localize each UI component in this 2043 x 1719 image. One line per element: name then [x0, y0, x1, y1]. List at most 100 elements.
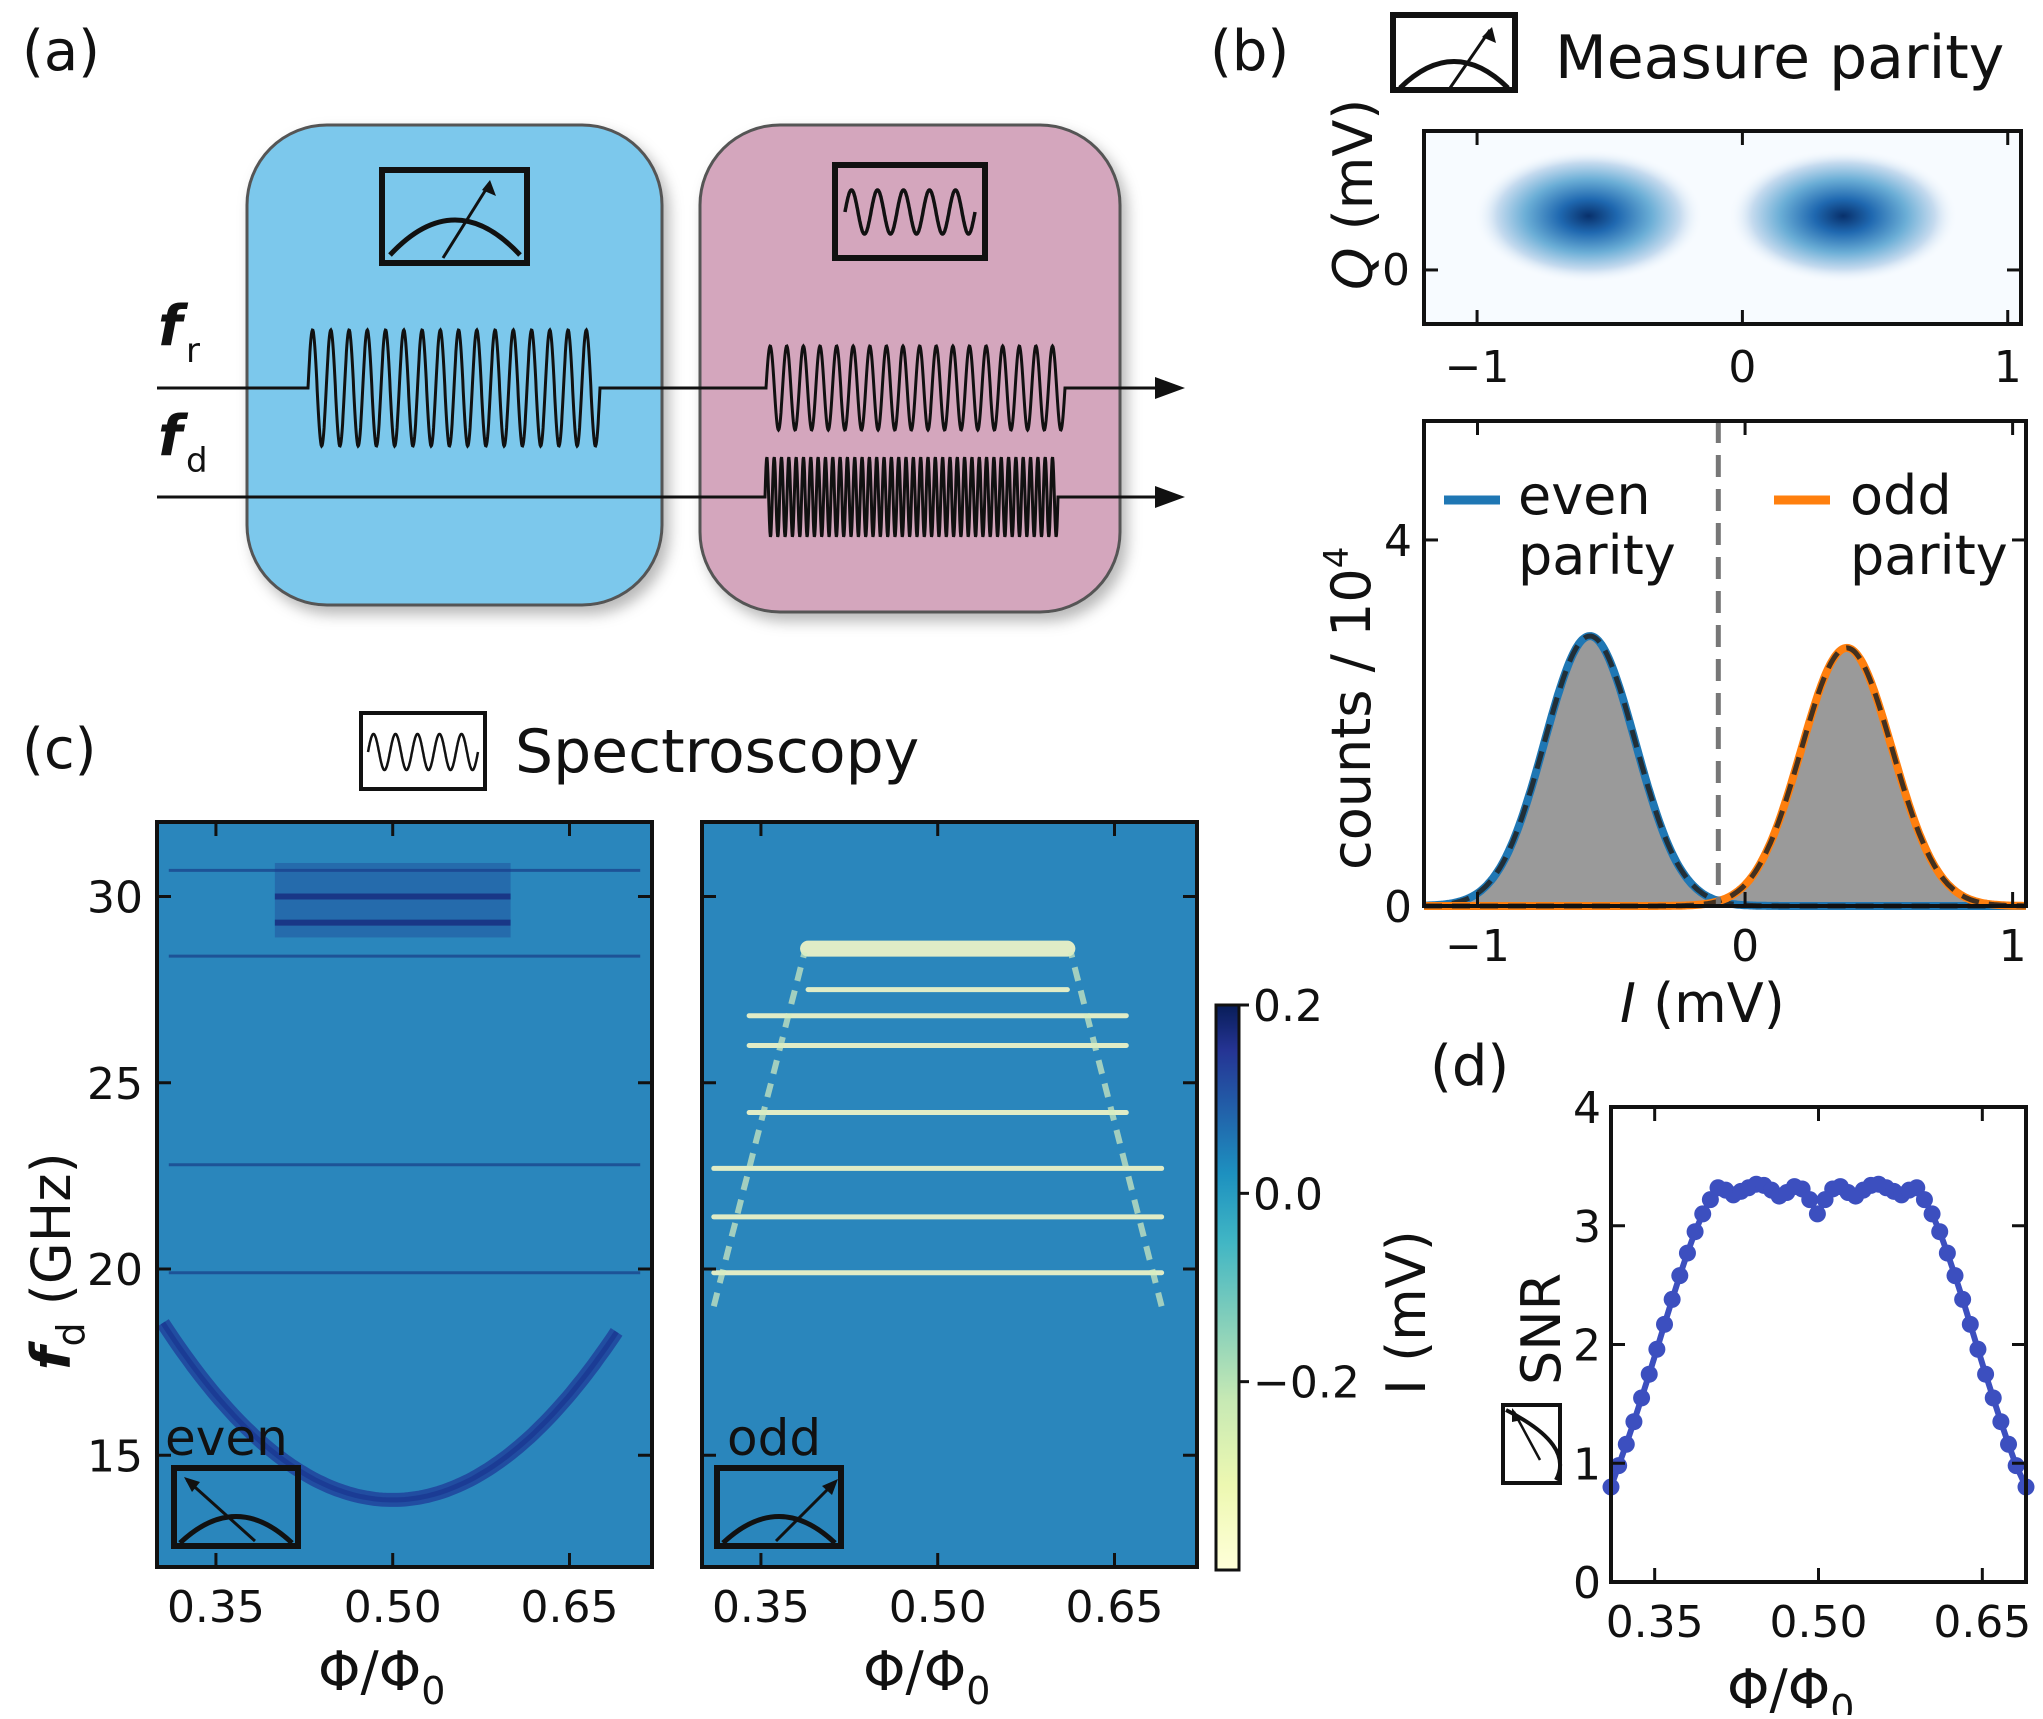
legend-even-line2: parity	[1518, 524, 1676, 587]
odd-frame	[700, 820, 1199, 1569]
even-ylabel: fd (GHz)	[20, 1152, 93, 1370]
snr-point	[2007, 1457, 2025, 1475]
hist-xtick-label: −1	[1445, 921, 1510, 972]
snr-point	[1625, 1413, 1643, 1431]
iq-ytick-label: 0	[1382, 245, 1410, 296]
heat-xtick-label: 0.65	[1066, 1582, 1164, 1633]
heat-xtick-label: 0.35	[712, 1582, 810, 1633]
iq-ylabel: Q (mV)	[1322, 99, 1385, 290]
heat-ytick-label: 15	[87, 1431, 143, 1482]
snr-ytick-label: 0	[1573, 1558, 1601, 1609]
snr-point	[1969, 1340, 1987, 1358]
odd-side-streak	[710, 951, 808, 1308]
panel-a: (a) f r f d	[22, 19, 1185, 614]
odd-label: odd	[727, 1409, 821, 1467]
snr-line	[1608, 1181, 2029, 1489]
snr-ytick-label: 3	[1573, 1202, 1601, 1253]
panel-a-label: (a)	[22, 19, 100, 84]
iq-blob	[1728, 149, 1958, 283]
panel-b: (b) Measure parity −1 0 1 0 Q (mV) −1 0 1 0 4 e…	[1210, 12, 2028, 1035]
meter-icon	[379, 167, 530, 266]
measure-title-icon	[1390, 12, 1518, 93]
snr-point	[2000, 1435, 2018, 1453]
colorbar: 0.2 0.0 −0.2 I (mV)	[1214, 981, 1438, 1572]
snr-point	[1931, 1223, 1949, 1241]
even-heatmap: 0.35 0.50 0.65 15 20 25 30 even fd (GHz) Φ/Φ0	[20, 820, 654, 1713]
even-transition-core	[160, 1321, 619, 1503]
snr-ytick-label: 2	[1573, 1321, 1601, 1372]
spectroscopy-title-icon	[359, 711, 487, 791]
hist-xlabel: I (mV)	[1620, 972, 1785, 1035]
tone-r-sub: r	[186, 331, 200, 371]
even-frame	[155, 820, 654, 1569]
snr-ytick-label: 4	[1573, 1083, 1601, 1134]
odd-heatmap: 0.35 0.50 0.65 odd Φ/Φ0	[700, 820, 1199, 1713]
snr-point	[1617, 1435, 1635, 1453]
snr-point	[1923, 1205, 1941, 1223]
snr-xtick-label: 0.35	[1606, 1597, 1704, 1648]
drive-wave-icon	[832, 162, 988, 261]
hist-ytick-label: 4	[1384, 516, 1412, 567]
snr-point	[1801, 1191, 1819, 1209]
snr-point	[1671, 1267, 1689, 1285]
tone-d-sub: d	[186, 441, 208, 481]
snr-ytick-label: 1	[1573, 1439, 1601, 1490]
snr-point	[1915, 1191, 1933, 1209]
snr-point	[1946, 1267, 1964, 1285]
legend-odd-line1: odd	[1850, 464, 1952, 527]
snr-xtick-label: 0.65	[1933, 1597, 2031, 1648]
spectroscopy-title: Spectroscopy	[515, 717, 919, 787]
legend-even-line1: even	[1518, 464, 1651, 527]
iq-plot: −1 0 1 0 Q (mV)	[1322, 99, 2023, 393]
hist-xtick-label: 1	[1999, 921, 2027, 972]
tone-lines	[157, 327, 1185, 538]
snr-xtick-label: 0.50	[1770, 1597, 1868, 1648]
odd-side-streak	[1067, 951, 1165, 1308]
snr-point	[1938, 1244, 1956, 1262]
snr-xlabel: Φ/Φ0	[1727, 1658, 1854, 1715]
heat-ytick-label: 30	[87, 873, 143, 924]
legend-odd-line2: parity	[1850, 524, 2008, 587]
heat-xtick-label: 0.50	[344, 1582, 442, 1633]
colorbar-gradient	[1214, 1003, 1241, 1572]
hist-xtick-label: 0	[1731, 921, 1759, 972]
cbar-tick-label: 0.0	[1253, 1169, 1323, 1220]
even-top-band	[274, 862, 511, 938]
drive-box	[698, 123, 1122, 614]
snr-point	[1961, 1315, 1979, 1333]
snr-point	[1648, 1340, 1666, 1358]
histogram-plot: −1 0 1 0 4 even parity odd parity counts / 1…	[1317, 419, 2028, 1035]
snr-point	[1977, 1365, 1995, 1383]
snr-point	[1656, 1315, 1674, 1333]
heat-xtick-label: 0.35	[167, 1582, 265, 1633]
snr-point	[1954, 1290, 1972, 1308]
iq-xtick-label: 1	[1994, 342, 2022, 393]
iq-frame	[1422, 129, 2023, 326]
panel-b-label: (b)	[1210, 19, 1289, 84]
panel-c: (c) Spectroscopy 0.35 0.50 0.65 15 20 25 30 ev…	[20, 711, 1438, 1713]
heat-ytick-label: 20	[87, 1245, 143, 1296]
odd-xlabel: Φ/Φ0	[863, 1640, 990, 1713]
snr-meter-icon	[1501, 1403, 1562, 1485]
cbar-tick-label: −0.2	[1253, 1358, 1360, 1409]
heat-ytick-label: 25	[87, 1059, 143, 1110]
cbar-tick-label: 0.2	[1253, 981, 1323, 1032]
snr-point	[1808, 1205, 1826, 1223]
even-xlabel: Φ/Φ0	[318, 1640, 445, 1713]
odd-meter-icon	[714, 1465, 844, 1549]
even-meter-icon	[171, 1465, 301, 1549]
tone-r-label: f	[158, 294, 189, 359]
snr-ylabel: SNR	[1510, 1273, 1573, 1385]
hist-ytick-label: 0	[1384, 882, 1412, 933]
snr-point	[1678, 1244, 1696, 1262]
hist-ylabel: counts / 104	[1317, 547, 1383, 870]
even-background	[157, 822, 652, 1567]
snr-point	[1686, 1223, 1704, 1241]
hist-frame	[1422, 419, 2028, 908]
tone-d-label: f	[158, 404, 189, 469]
panel-d-label: (d)	[1430, 1034, 1509, 1099]
snr-point	[1610, 1457, 1628, 1475]
iq-xtick-label: −1	[1445, 342, 1510, 393]
